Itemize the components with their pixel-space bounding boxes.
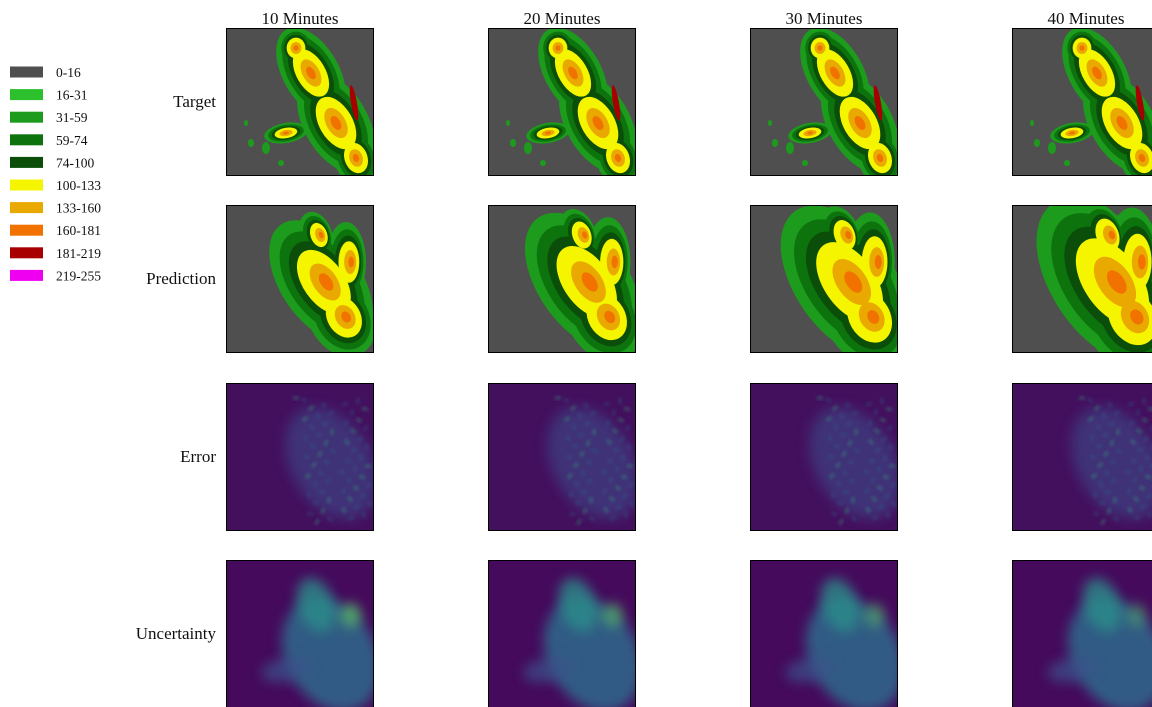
legend-label: 74-100 — [56, 155, 94, 170]
image-panel — [1012, 16, 1152, 194]
figure: 0-16 16-31 31-59 59-74 74-100 100-133 133-160 1… — [0, 0, 1152, 707]
legend-swatch — [10, 112, 43, 123]
legend-label: 16-31 — [56, 88, 88, 103]
row-label: Target — [173, 92, 216, 111]
legend-swatch — [10, 225, 43, 236]
legend-swatch — [10, 180, 43, 191]
legend-label: 100-133 — [56, 178, 101, 193]
legend-swatch — [10, 157, 43, 168]
row-label: Prediction — [146, 269, 216, 288]
column-title: 20 Minutes — [524, 9, 601, 28]
legend-label: 31-59 — [56, 110, 88, 125]
legend-label: 133-160 — [56, 201, 101, 216]
row-label: Uncertainty — [136, 624, 217, 643]
legend-swatch — [10, 247, 43, 258]
legend-label: 160-181 — [56, 223, 101, 238]
image-panel — [488, 16, 653, 194]
legend-swatch — [10, 202, 43, 213]
legend-label: 0-16 — [56, 65, 81, 80]
legend-label: 59-74 — [56, 133, 88, 148]
image-panel — [1012, 383, 1152, 535]
legend-swatch — [10, 134, 43, 145]
image-panel — [488, 383, 658, 535]
image-panel — [488, 192, 665, 376]
image-panel — [226, 16, 391, 194]
column-title: 10 Minutes — [262, 9, 339, 28]
image-panel — [226, 383, 396, 535]
legend-label: 181-219 — [56, 246, 101, 261]
legend-swatch — [10, 89, 43, 100]
column-title: 40 Minutes — [1048, 9, 1125, 28]
legend-swatch — [10, 67, 43, 78]
legend-label: 219-255 — [56, 268, 101, 283]
legend-swatch — [10, 270, 43, 281]
row-label: Error — [180, 447, 216, 466]
image-panel — [226, 202, 394, 370]
image-panel — [750, 16, 915, 194]
column-title: 30 Minutes — [786, 9, 863, 28]
image-panel — [1012, 560, 1152, 707]
image-panel — [750, 383, 920, 535]
